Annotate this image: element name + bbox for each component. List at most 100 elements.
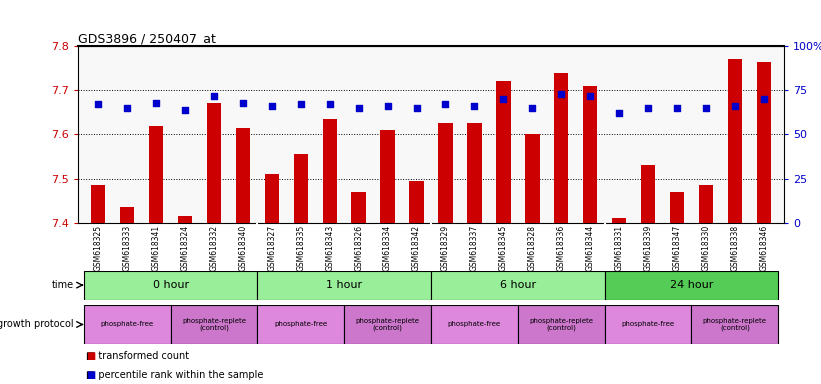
Text: GSM618345: GSM618345: [499, 225, 508, 271]
Bar: [438, 123, 452, 223]
Point: [439, 101, 452, 108]
Bar: [178, 216, 192, 223]
Bar: [120, 207, 135, 223]
Bar: [91, 185, 105, 223]
Text: GSM618339: GSM618339: [644, 225, 653, 271]
Point: [468, 103, 481, 109]
Bar: [236, 128, 250, 223]
Text: phosphate-replete
(control): phosphate-replete (control): [355, 318, 420, 331]
Point: [208, 93, 221, 99]
Point: [352, 105, 365, 111]
Text: phosphate-replete
(control): phosphate-replete (control): [530, 318, 594, 331]
Bar: [84, 305, 171, 344]
Text: growth protocol: growth protocol: [0, 319, 74, 329]
Bar: [171, 305, 258, 344]
Point: [641, 105, 654, 111]
Text: GSM618344: GSM618344: [585, 225, 594, 271]
Bar: [380, 130, 395, 223]
Bar: [604, 305, 691, 344]
Point: [178, 107, 191, 113]
Bar: [641, 165, 655, 223]
Bar: [554, 73, 568, 223]
Bar: [410, 181, 424, 223]
Point: [757, 96, 770, 102]
Point: [381, 103, 394, 109]
Text: phosphate-free: phosphate-free: [448, 321, 501, 328]
Point: [92, 101, 105, 108]
Text: GDS3896 / 250407_at: GDS3896 / 250407_at: [78, 32, 216, 45]
Text: 0 hour: 0 hour: [153, 280, 189, 290]
Bar: [496, 81, 511, 223]
Text: GSM618335: GSM618335: [296, 225, 305, 271]
Text: 24 hour: 24 hour: [670, 280, 713, 290]
Bar: [431, 271, 604, 300]
Text: phosphate-free: phosphate-free: [274, 321, 328, 328]
Point: [699, 105, 713, 111]
Text: ■ percentile rank within the sample: ■ percentile rank within the sample: [86, 370, 264, 380]
Point: [671, 105, 684, 111]
Text: GSM618334: GSM618334: [383, 225, 392, 271]
Text: GSM618333: GSM618333: [122, 225, 131, 271]
Text: GSM618338: GSM618338: [731, 225, 740, 271]
Text: GSM618346: GSM618346: [759, 225, 768, 271]
Bar: [467, 123, 482, 223]
Point: [410, 105, 423, 111]
Text: GSM618326: GSM618326: [354, 225, 363, 271]
Text: GSM618347: GSM618347: [672, 225, 681, 271]
Text: GSM618332: GSM618332: [209, 225, 218, 271]
Text: ■: ■: [86, 351, 95, 361]
Point: [555, 91, 568, 97]
Text: GSM618324: GSM618324: [181, 225, 190, 271]
Bar: [323, 119, 337, 223]
Point: [584, 93, 597, 99]
Text: GSM618330: GSM618330: [701, 225, 710, 271]
Bar: [264, 174, 279, 223]
Bar: [691, 305, 778, 344]
Text: 1 hour: 1 hour: [326, 280, 362, 290]
Point: [149, 99, 163, 106]
Text: GSM618337: GSM618337: [470, 225, 479, 271]
Text: ■: ■: [86, 370, 95, 380]
Point: [121, 105, 134, 111]
Point: [728, 103, 741, 109]
Point: [497, 96, 510, 102]
Text: GSM618336: GSM618336: [557, 225, 566, 271]
Bar: [258, 305, 344, 344]
Bar: [670, 192, 684, 223]
Bar: [84, 271, 258, 300]
Text: GSM618325: GSM618325: [94, 225, 103, 271]
Bar: [757, 61, 771, 223]
Bar: [583, 86, 598, 223]
Text: GSM618343: GSM618343: [325, 225, 334, 271]
Bar: [518, 305, 604, 344]
Bar: [525, 134, 539, 223]
Text: GSM618340: GSM618340: [238, 225, 247, 271]
Text: GSM618328: GSM618328: [528, 225, 537, 271]
Bar: [258, 271, 431, 300]
Text: GSM618329: GSM618329: [441, 225, 450, 271]
Bar: [431, 305, 518, 344]
Text: phosphate-replete
(control): phosphate-replete (control): [182, 318, 246, 331]
Bar: [149, 126, 163, 223]
Text: phosphate-replete
(control): phosphate-replete (control): [703, 318, 767, 331]
Bar: [604, 271, 778, 300]
Text: GSM618327: GSM618327: [268, 225, 277, 271]
Text: phosphate-free: phosphate-free: [101, 321, 154, 328]
Bar: [727, 59, 742, 223]
Text: phosphate-free: phosphate-free: [621, 321, 675, 328]
Bar: [207, 103, 221, 223]
Point: [236, 99, 250, 106]
Bar: [344, 305, 431, 344]
Point: [265, 103, 278, 109]
Text: time: time: [52, 280, 74, 290]
Text: GSM618342: GSM618342: [412, 225, 421, 271]
Point: [323, 101, 337, 108]
Bar: [294, 154, 308, 223]
Bar: [351, 192, 366, 223]
Text: ■ transformed count: ■ transformed count: [86, 351, 190, 361]
Bar: [612, 218, 626, 223]
Bar: [699, 185, 713, 223]
Point: [612, 110, 626, 116]
Point: [294, 101, 307, 108]
Text: 6 hour: 6 hour: [500, 280, 536, 290]
